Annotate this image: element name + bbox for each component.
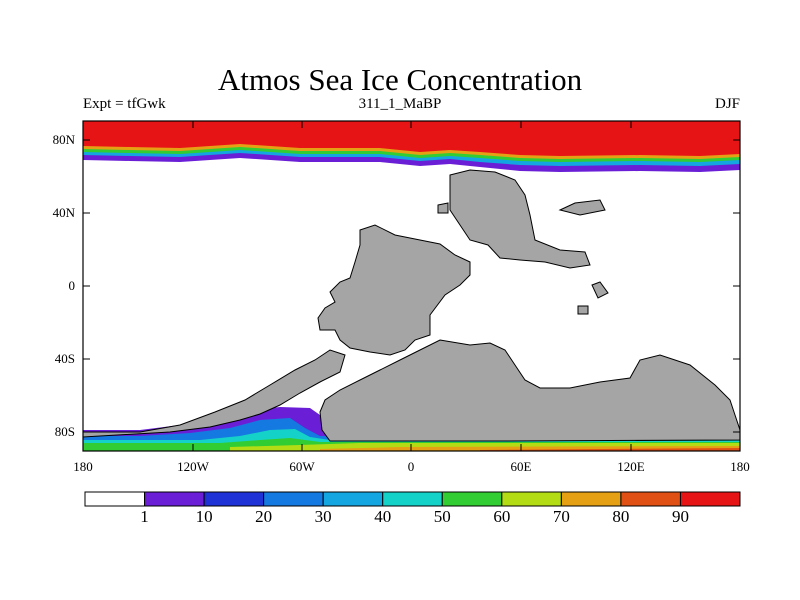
colorbar-swatch: [203, 491, 265, 507]
x-tick-label: 180: [730, 459, 750, 474]
axis-ticks: [83, 121, 740, 451]
colorbar-swatch: [441, 491, 503, 507]
colorbar-label: 70: [552, 507, 570, 526]
colorbar-label: 30: [314, 507, 332, 526]
colorbar: [84, 491, 741, 507]
colorbar-label: 40: [374, 507, 392, 526]
x-tick-label: 60W: [289, 459, 315, 474]
colorbar-swatch: [620, 491, 681, 507]
colorbar-swatch: [144, 491, 205, 507]
season-label: DJF: [714, 96, 740, 112]
x-tick-label: 60E: [510, 459, 532, 474]
x-tick-label: 120W: [177, 459, 209, 474]
colorbar-swatch: [84, 491, 146, 507]
colorbar-swatch: [263, 491, 324, 507]
colorbar-swatch: [560, 491, 622, 507]
colorbar-label: 50: [433, 507, 451, 526]
colorbar-swatch: [501, 491, 562, 507]
colorbar-swatch: [322, 491, 384, 507]
colorbar-label: 10: [195, 507, 213, 526]
colorbar-label: 80: [612, 507, 630, 526]
y-tick-label: 80N: [52, 132, 75, 147]
colorbar-label: 20: [255, 507, 273, 526]
map-title: Atmos Sea Ice Concentration: [217, 62, 583, 97]
colorbar-label: 60: [493, 507, 511, 526]
experiment-label: Expt = tfGwk: [83, 96, 166, 112]
run-id-label: 311_1_MaBP: [358, 96, 442, 112]
colorbar-swatch: [679, 491, 741, 507]
x-tick-label: 120E: [617, 459, 645, 474]
arctic-sea-ice: [83, 121, 740, 172]
y-tick-label: 0: [68, 278, 76, 293]
colorbar-label: 1: [140, 507, 149, 526]
y-tick-label: 80S: [54, 424, 75, 439]
x-tick-label: 0: [407, 459, 415, 474]
colorbar-swatch: [382, 491, 443, 507]
y-tick-label: 40S: [54, 351, 75, 366]
land-masses: [82, 169, 741, 442]
colorbar-label: 90: [671, 507, 689, 526]
x-tick-label: 180: [73, 459, 93, 474]
y-tick-label: 40N: [52, 205, 75, 220]
